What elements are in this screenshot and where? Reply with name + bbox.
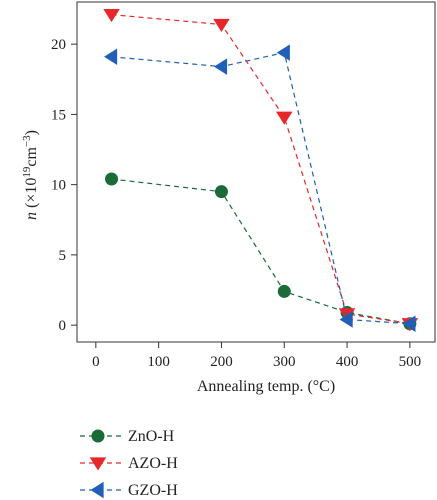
x-tick-label: 300 bbox=[273, 354, 296, 370]
series-zno-h bbox=[105, 172, 417, 331]
x-tick-label: 0 bbox=[92, 354, 100, 370]
legend-marker bbox=[91, 429, 105, 443]
plot-frame bbox=[76, 1, 436, 343]
legend-marker bbox=[90, 481, 104, 499]
legend: ZnO-H AZO-H GZO-H bbox=[80, 428, 178, 499]
y-axis-label: n (×1019cm−3) bbox=[21, 130, 40, 220]
data-point-gzo-h bbox=[104, 48, 118, 66]
y-tick-label: 0 bbox=[59, 318, 67, 334]
data-point-gzo-h bbox=[339, 311, 353, 328]
legend-label: GZO-H bbox=[128, 482, 178, 499]
series-line-azo-h bbox=[111, 14, 410, 325]
data-point-zno-h bbox=[277, 284, 291, 298]
y-tick-label: 15 bbox=[51, 107, 66, 123]
x-tick-label: 100 bbox=[147, 354, 170, 370]
data-point-zno-h bbox=[105, 172, 119, 186]
legend-item-zno-h: ZnO-H bbox=[80, 428, 175, 445]
series-gzo-h bbox=[104, 44, 416, 332]
y-tick-label: 20 bbox=[51, 37, 66, 53]
data-point-azo-h bbox=[276, 111, 293, 125]
series-line-zno-h bbox=[111, 178, 410, 325]
data-point-gzo-h bbox=[276, 44, 290, 61]
y-tick-label: 10 bbox=[51, 178, 66, 194]
data-point-azo-h bbox=[213, 18, 230, 32]
legend-marker bbox=[89, 457, 107, 471]
x-axis-label: Annealing temp. (°C) bbox=[197, 378, 335, 395]
x-tick-label: 500 bbox=[399, 354, 422, 370]
legend-label: ZnO-H bbox=[128, 428, 175, 445]
data-point-gzo-h bbox=[402, 315, 416, 332]
data-point-zno-h bbox=[214, 185, 228, 199]
data-point-gzo-h bbox=[213, 58, 228, 75]
data-point-azo-h bbox=[103, 9, 120, 23]
legend-label: AZO-H bbox=[128, 455, 178, 472]
series-azo-h bbox=[103, 9, 419, 332]
series-line-gzo-h bbox=[111, 51, 410, 325]
x-tick-label: 200 bbox=[210, 354, 233, 370]
x-tick-label: 400 bbox=[336, 354, 359, 370]
legend-item-gzo-h: GZO-H bbox=[80, 481, 178, 499]
legend-item-azo-h: AZO-H bbox=[80, 455, 178, 472]
y-tick-label: 5 bbox=[59, 248, 67, 264]
